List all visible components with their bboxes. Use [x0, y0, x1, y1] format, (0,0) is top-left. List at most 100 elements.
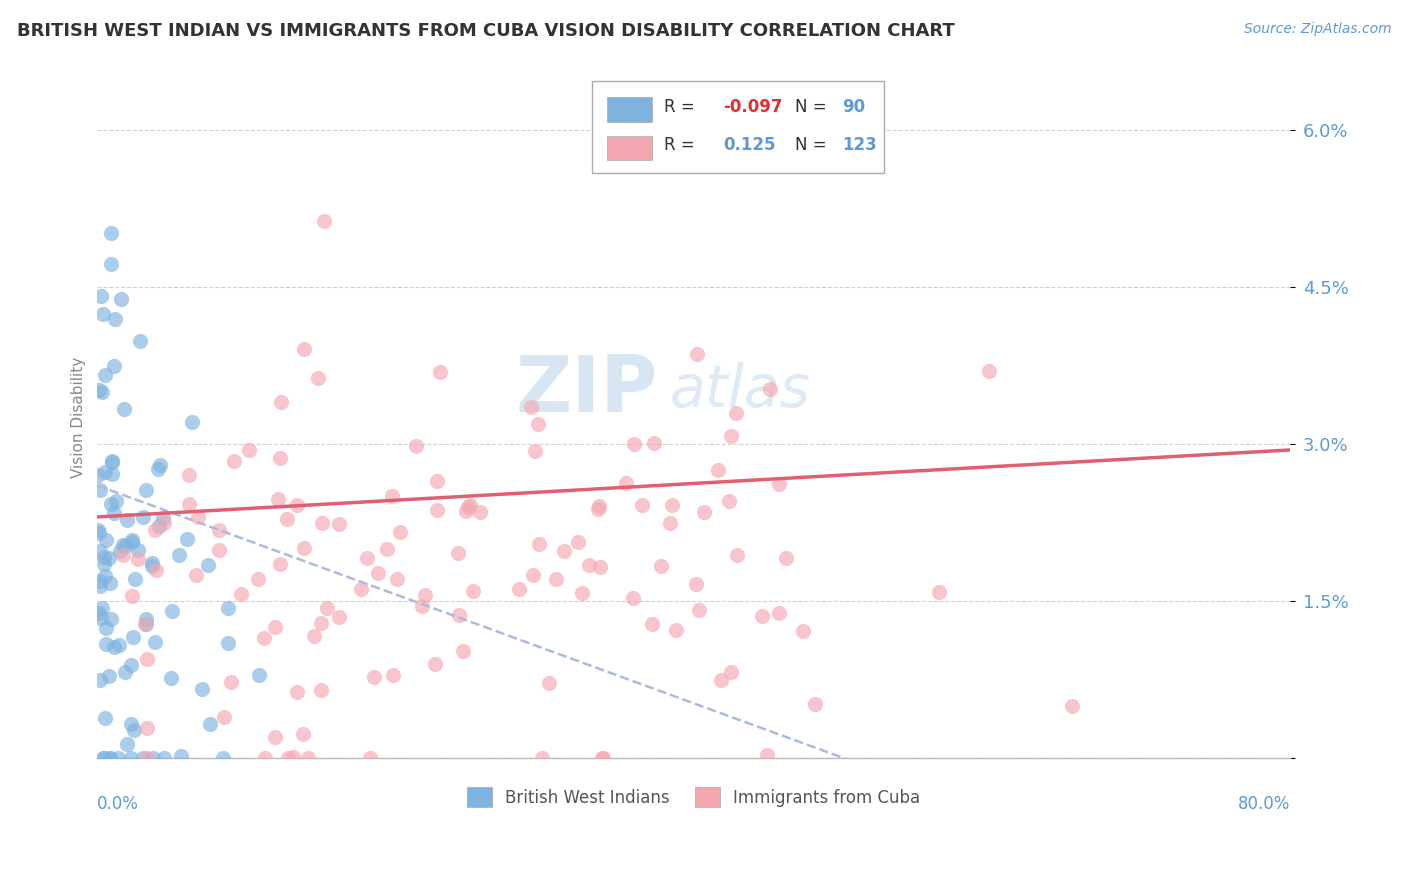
Point: [121, 589, 143, 603]
Point: [145, 564, 167, 578]
Point: [363, 671, 385, 685]
Point: [522, 568, 544, 582]
Point: [1060, 698, 1083, 713]
Point: [143, 523, 166, 537]
Point: [167, 548, 190, 562]
Point: [297, 750, 319, 764]
Point: [112, 401, 135, 416]
Point: [100, 497, 122, 511]
Point: [508, 582, 530, 596]
Point: [720, 665, 742, 680]
Point: [247, 668, 270, 682]
Point: [458, 498, 481, 512]
Point: [267, 491, 290, 506]
Point: [93, 750, 115, 764]
FancyBboxPatch shape: [606, 97, 652, 121]
Point: [725, 406, 748, 420]
Point: [571, 586, 593, 600]
Point: [91, 307, 114, 321]
Point: [120, 717, 142, 731]
Point: [87, 523, 110, 537]
Point: [447, 546, 470, 560]
Point: [103, 640, 125, 655]
Point: [314, 214, 336, 228]
FancyBboxPatch shape: [606, 136, 652, 161]
Point: [121, 535, 143, 549]
Point: [309, 682, 332, 697]
Point: [212, 750, 235, 764]
Point: [114, 540, 136, 554]
Point: [768, 477, 790, 491]
Point: [132, 510, 155, 524]
Point: [94, 569, 117, 583]
Point: [359, 750, 381, 764]
Point: [411, 599, 433, 613]
Point: [688, 603, 710, 617]
Point: [304, 629, 326, 643]
Legend: British West Indians, Immigrants from Cuba: British West Indians, Immigrants from Cu…: [460, 780, 927, 814]
Point: [381, 490, 404, 504]
Point: [148, 519, 170, 533]
Point: [756, 748, 779, 763]
Text: 0.0%: 0.0%: [97, 795, 139, 813]
Point: [423, 657, 446, 672]
Point: [263, 730, 285, 744]
Point: [623, 437, 645, 451]
Point: [134, 617, 156, 632]
Point: [544, 572, 567, 586]
Point: [111, 538, 134, 552]
Point: [141, 556, 163, 570]
Text: 90: 90: [842, 98, 866, 116]
Point: [187, 510, 209, 524]
Point: [659, 516, 682, 530]
Point: [219, 675, 242, 690]
Point: [270, 394, 292, 409]
Point: [451, 644, 474, 658]
Point: [101, 454, 124, 468]
Point: [111, 548, 134, 562]
Text: atlas: atlas: [669, 362, 811, 419]
Point: [94, 368, 117, 382]
Point: [349, 582, 371, 597]
Point: [470, 505, 492, 519]
Point: [142, 750, 165, 764]
Text: R =: R =: [664, 136, 700, 154]
Point: [356, 550, 378, 565]
Point: [328, 610, 350, 624]
Point: [523, 444, 546, 458]
Point: [385, 572, 408, 586]
Point: [89, 673, 111, 687]
Point: [121, 630, 143, 644]
Point: [94, 637, 117, 651]
Point: [706, 463, 728, 477]
Point: [309, 615, 332, 630]
Point: [121, 533, 143, 547]
Point: [110, 292, 132, 306]
Point: [197, 558, 219, 572]
Point: [578, 558, 600, 572]
Point: [328, 517, 350, 532]
Point: [429, 365, 451, 379]
Point: [100, 226, 122, 240]
Point: [725, 548, 748, 562]
Text: Source: ZipAtlas.com: Source: ZipAtlas.com: [1244, 22, 1392, 37]
Point: [91, 385, 114, 400]
Point: [91, 750, 114, 764]
Point: [592, 750, 614, 764]
Point: [254, 750, 277, 764]
Point: [253, 631, 276, 645]
Point: [90, 610, 112, 624]
Point: [307, 371, 329, 385]
Point: [527, 417, 550, 432]
Point: [367, 566, 389, 580]
Point: [100, 612, 122, 626]
Point: [685, 576, 707, 591]
Point: [90, 289, 112, 303]
Point: [238, 442, 260, 457]
Point: [710, 673, 733, 688]
Point: [181, 416, 204, 430]
Point: [107, 750, 129, 764]
Point: [531, 750, 554, 764]
Text: N =: N =: [794, 136, 832, 154]
Point: [198, 717, 221, 731]
